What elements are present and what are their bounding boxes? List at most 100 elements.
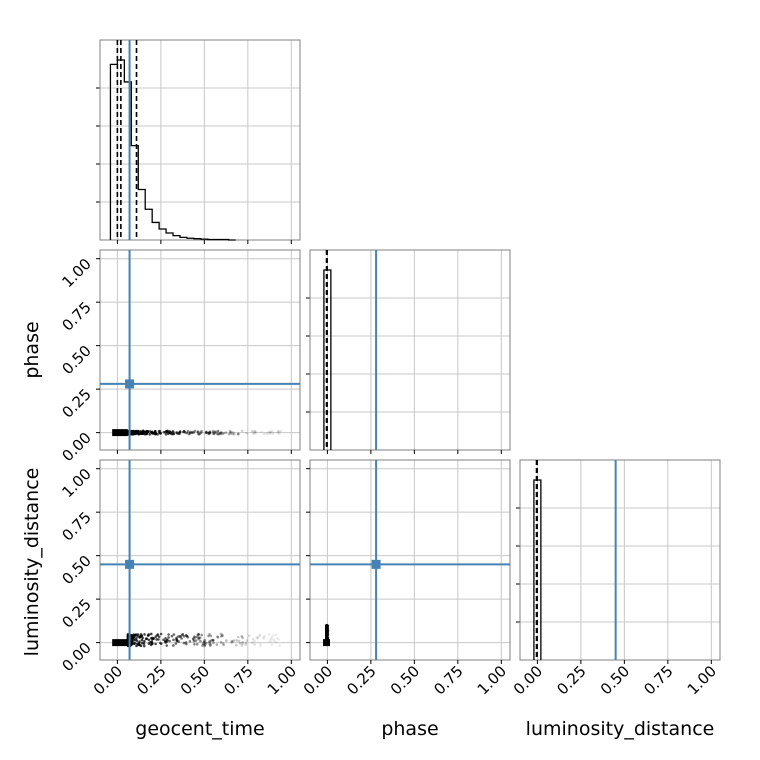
x-tick-label: 0.50 <box>387 662 423 698</box>
sample-point <box>245 639 249 642</box>
panel-frame <box>99 459 301 661</box>
x-tick-label: 0.25 <box>343 662 379 698</box>
sample-point <box>267 633 271 636</box>
sample-point <box>208 639 212 643</box>
sample-point <box>221 432 224 436</box>
sample-point <box>237 432 240 435</box>
sample-point <box>231 432 234 436</box>
sample-point <box>130 643 133 646</box>
sample-point <box>172 638 175 642</box>
sample-point <box>271 430 275 434</box>
sample-point <box>182 430 186 433</box>
sample-point <box>149 641 152 644</box>
sample-point <box>208 430 212 433</box>
sample-point <box>204 431 208 435</box>
sample-point <box>210 639 213 642</box>
sample-point <box>203 642 206 646</box>
sample-point <box>158 641 162 645</box>
panel-phase-vs-geocent-time: 0.00 0.25 0.50 0.75 1.00 <box>58 249 301 465</box>
sample-point <box>197 633 200 636</box>
x-tick-label: 0.00 <box>510 662 546 698</box>
y-axis-label-luminosity-distance: luminosity_distance <box>21 468 43 657</box>
sample-point <box>192 639 196 643</box>
sample-point <box>279 429 283 433</box>
sample-point <box>240 635 244 639</box>
sample-point <box>218 432 221 435</box>
dense-sample-block <box>112 429 128 437</box>
sample-point <box>266 431 270 434</box>
sample-point <box>240 429 244 433</box>
y-tick-label: 0.25 <box>58 595 94 631</box>
sample-point <box>262 637 266 640</box>
sample-point <box>177 432 181 435</box>
sample-point <box>216 430 220 433</box>
sample-point <box>145 431 148 435</box>
sample-point <box>255 636 258 639</box>
sample-point <box>237 635 240 639</box>
sample-point <box>259 642 262 646</box>
sample-point <box>213 431 217 435</box>
sample-point <box>195 642 199 646</box>
sample-point <box>258 634 262 637</box>
x-tick-label: 0.25 <box>553 662 589 698</box>
sample-point <box>208 431 211 434</box>
sample-point <box>188 639 192 643</box>
sample-point <box>229 430 233 434</box>
sample-point <box>159 632 163 636</box>
sample-point <box>174 642 178 645</box>
x-tick-label: 1.00 <box>684 662 720 698</box>
sample-point <box>240 644 244 647</box>
sample-point <box>241 636 245 640</box>
y-tick-label: 1.00 <box>58 465 94 501</box>
sample-point <box>197 633 200 636</box>
sample-point <box>269 432 272 435</box>
sample-point <box>258 633 262 637</box>
sample-point <box>209 644 212 647</box>
sample-point <box>157 429 161 433</box>
sample-point <box>256 636 260 640</box>
sample-point <box>182 635 186 638</box>
sample-point <box>219 641 223 644</box>
panel-geocent-time-histogram <box>96 39 301 244</box>
sample-point <box>203 643 207 646</box>
sample-point <box>237 433 240 436</box>
x-axis-label-geocent-time: geocent_time <box>135 718 264 740</box>
sample-point <box>168 639 171 643</box>
sample-point <box>193 642 196 646</box>
sample-point <box>159 432 162 435</box>
sample-point <box>157 638 160 641</box>
sample-point <box>135 644 138 648</box>
sample-point <box>201 642 205 645</box>
sample-point <box>238 641 242 645</box>
sample-point <box>140 638 144 642</box>
sample-point <box>262 636 265 639</box>
sample-point <box>325 635 328 639</box>
sample-point <box>157 635 161 639</box>
sample-point <box>203 638 206 642</box>
y-tick-label: 0.75 <box>58 508 94 544</box>
sample-point <box>232 639 236 642</box>
sample-point <box>230 639 234 643</box>
sample-point <box>211 638 215 642</box>
sample-point <box>216 636 220 639</box>
sample-point <box>229 431 232 434</box>
sample-point <box>211 429 215 433</box>
x-tick-label: 0.75 <box>220 662 256 698</box>
panel-frame <box>99 39 301 241</box>
sample-point <box>270 639 273 642</box>
sample-point <box>237 639 241 643</box>
sample-point <box>178 430 182 433</box>
sample-point <box>134 637 138 640</box>
sample-point <box>278 430 281 433</box>
sample-point <box>136 430 140 433</box>
dense-sample-block <box>323 639 330 647</box>
sample-point <box>225 639 228 642</box>
sample-point <box>251 430 255 434</box>
x-tick-label: 0.00 <box>300 662 336 698</box>
sample-point <box>203 640 206 643</box>
panel-luminosity-distance-vs-phase: 0.00 0.25 0.50 0.75 1.00 <box>300 459 511 698</box>
sample-point <box>164 433 168 436</box>
sample-point <box>201 644 204 647</box>
sample-point <box>254 432 257 435</box>
